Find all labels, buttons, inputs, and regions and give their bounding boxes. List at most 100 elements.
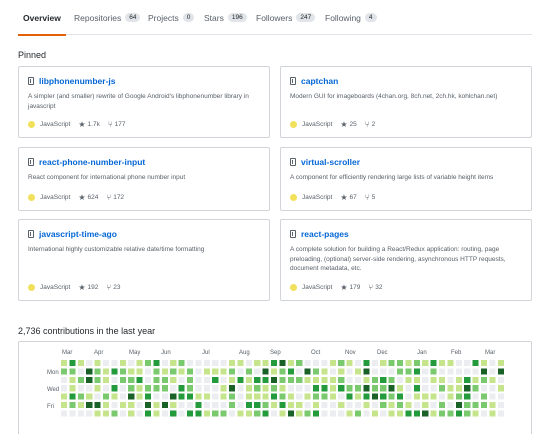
contribution-day[interactable]: [271, 385, 278, 392]
contribution-day[interactable]: [119, 360, 126, 367]
contribution-day[interactable]: [195, 360, 202, 367]
contribution-day[interactable]: [304, 368, 311, 375]
contribution-day[interactable]: [455, 410, 462, 417]
contribution-day[interactable]: [388, 402, 395, 409]
contribution-day[interactable]: [481, 368, 488, 375]
contribution-day[interactable]: [413, 376, 420, 383]
contribution-day[interactable]: [77, 368, 84, 375]
contribution-day[interactable]: [346, 393, 353, 400]
contribution-day[interactable]: [128, 376, 135, 383]
contribution-day[interactable]: [296, 368, 303, 375]
contribution-day[interactable]: [422, 410, 429, 417]
contribution-day[interactable]: [94, 393, 101, 400]
contribution-day[interactable]: [430, 402, 437, 409]
contribution-day[interactable]: [237, 385, 244, 392]
contribution-day[interactable]: [363, 376, 370, 383]
contribution-day[interactable]: [447, 368, 454, 375]
contribution-day[interactable]: [187, 385, 194, 392]
contribution-day[interactable]: [86, 385, 93, 392]
contribution-day[interactable]: [472, 368, 479, 375]
contribution-day[interactable]: [338, 360, 345, 367]
contribution-day[interactable]: [321, 368, 328, 375]
contribution-day[interactable]: [86, 402, 93, 409]
contribution-day[interactable]: [220, 385, 227, 392]
contribution-day[interactable]: [304, 376, 311, 383]
contribution-day[interactable]: [464, 393, 471, 400]
contribution-day[interactable]: [61, 402, 68, 409]
contribution-day[interactable]: [439, 385, 446, 392]
contribution-day[interactable]: [481, 402, 488, 409]
contribution-day[interactable]: [153, 376, 160, 383]
contribution-day[interactable]: [128, 393, 135, 400]
contribution-day[interactable]: [237, 402, 244, 409]
contribution-day[interactable]: [262, 402, 269, 409]
contribution-day[interactable]: [371, 376, 378, 383]
contribution-day[interactable]: [170, 393, 177, 400]
contribution-day[interactable]: [472, 393, 479, 400]
contribution-day[interactable]: [439, 376, 446, 383]
contribution-day[interactable]: [287, 410, 294, 417]
contribution-day[interactable]: [439, 368, 446, 375]
contribution-day[interactable]: [279, 402, 286, 409]
contribution-day[interactable]: [119, 402, 126, 409]
contribution-day[interactable]: [103, 393, 110, 400]
repo-forks-link[interactable]: ⑂ 177: [108, 120, 126, 129]
contribution-day[interactable]: [69, 393, 76, 400]
contribution-day[interactable]: [405, 360, 412, 367]
contribution-day[interactable]: [94, 368, 101, 375]
contribution-day[interactable]: [405, 368, 412, 375]
repo-stars-link[interactable]: ★ 624: [78, 193, 98, 202]
contribution-day[interactable]: [153, 368, 160, 375]
contribution-day[interactable]: [464, 368, 471, 375]
contribution-day[interactable]: [136, 402, 143, 409]
contribution-day[interactable]: [119, 385, 126, 392]
contribution-day[interactable]: [245, 360, 252, 367]
contribution-day[interactable]: [397, 402, 404, 409]
contribution-day[interactable]: [497, 368, 504, 375]
contribution-day[interactable]: [489, 402, 496, 409]
contribution-day[interactable]: [430, 410, 437, 417]
contribution-day[interactable]: [119, 368, 126, 375]
contribution-day[interactable]: [355, 368, 362, 375]
contribution-day[interactable]: [77, 376, 84, 383]
contribution-day[interactable]: [279, 385, 286, 392]
contribution-day[interactable]: [279, 410, 286, 417]
repo-forks-link[interactable]: ⑂ 5: [365, 193, 375, 202]
contribution-day[interactable]: [329, 410, 336, 417]
contribution-day[interactable]: [287, 368, 294, 375]
contribution-day[interactable]: [481, 360, 488, 367]
contribution-day[interactable]: [338, 393, 345, 400]
contribution-day[interactable]: [245, 376, 252, 383]
contribution-day[interactable]: [161, 393, 168, 400]
contribution-day[interactable]: [338, 402, 345, 409]
contribution-day[interactable]: [397, 385, 404, 392]
contribution-day[interactable]: [455, 360, 462, 367]
repo-stars-link[interactable]: ★ 1.7k: [78, 120, 99, 129]
contribution-day[interactable]: [296, 360, 303, 367]
contribution-day[interactable]: [229, 360, 236, 367]
contribution-day[interactable]: [497, 410, 504, 417]
contribution-day[interactable]: [304, 393, 311, 400]
contribution-day[interactable]: [61, 376, 68, 383]
contribution-day[interactable]: [94, 360, 101, 367]
contribution-day[interactable]: [212, 360, 219, 367]
contribution-day[interactable]: [430, 393, 437, 400]
contribution-day[interactable]: [220, 402, 227, 409]
contribution-day[interactable]: [212, 393, 219, 400]
contribution-day[interactable]: [464, 376, 471, 383]
contribution-day[interactable]: [279, 376, 286, 383]
tab-stars[interactable]: Stars 196: [204, 0, 247, 35]
contribution-day[interactable]: [111, 385, 118, 392]
contribution-day[interactable]: [262, 385, 269, 392]
contribution-day[interactable]: [313, 410, 320, 417]
contribution-day[interactable]: [439, 402, 446, 409]
contribution-day[interactable]: [145, 393, 152, 400]
contribution-day[interactable]: [178, 376, 185, 383]
contribution-day[interactable]: [329, 368, 336, 375]
contribution-day[interactable]: [77, 393, 84, 400]
contribution-day[interactable]: [220, 410, 227, 417]
contribution-day[interactable]: [388, 410, 395, 417]
contribution-day[interactable]: [481, 410, 488, 417]
contribution-day[interactable]: [447, 385, 454, 392]
contribution-day[interactable]: [455, 385, 462, 392]
